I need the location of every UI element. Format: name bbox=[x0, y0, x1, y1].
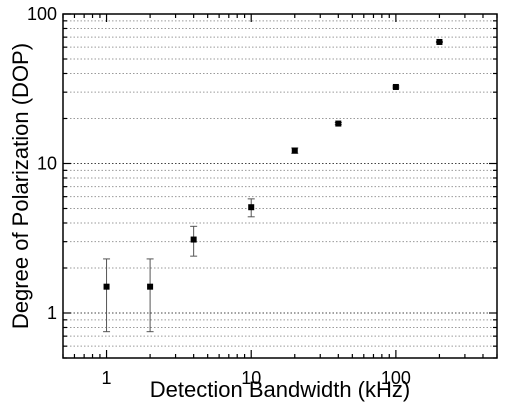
plot-frame bbox=[62, 13, 498, 359]
x-tick-label: 1 bbox=[102, 368, 112, 388]
data-point bbox=[392, 83, 399, 90]
x-tick-label: 10 bbox=[241, 368, 261, 388]
data-point bbox=[291, 147, 298, 154]
grid-lines bbox=[63, 20, 497, 347]
x-tick-label: 100 bbox=[381, 368, 411, 388]
y-tick-label: 1 bbox=[47, 303, 57, 323]
data-point bbox=[190, 236, 197, 243]
axis-ticks bbox=[62, 13, 498, 359]
data-points bbox=[103, 38, 443, 290]
x-axis-title: Detection Bandwidth (kHz) bbox=[150, 377, 410, 402]
data-point bbox=[335, 120, 342, 127]
y-tick-label: 10 bbox=[37, 153, 57, 173]
data-point bbox=[103, 283, 110, 290]
data-point bbox=[248, 204, 255, 211]
y-axis-title: Degree of Polarization (DOP) bbox=[8, 43, 33, 329]
tick-labels: 1 10 100 1 10 100 bbox=[27, 4, 411, 388]
data-point bbox=[436, 38, 443, 45]
y-tick-label: 100 bbox=[27, 4, 57, 24]
data-point bbox=[147, 283, 154, 290]
